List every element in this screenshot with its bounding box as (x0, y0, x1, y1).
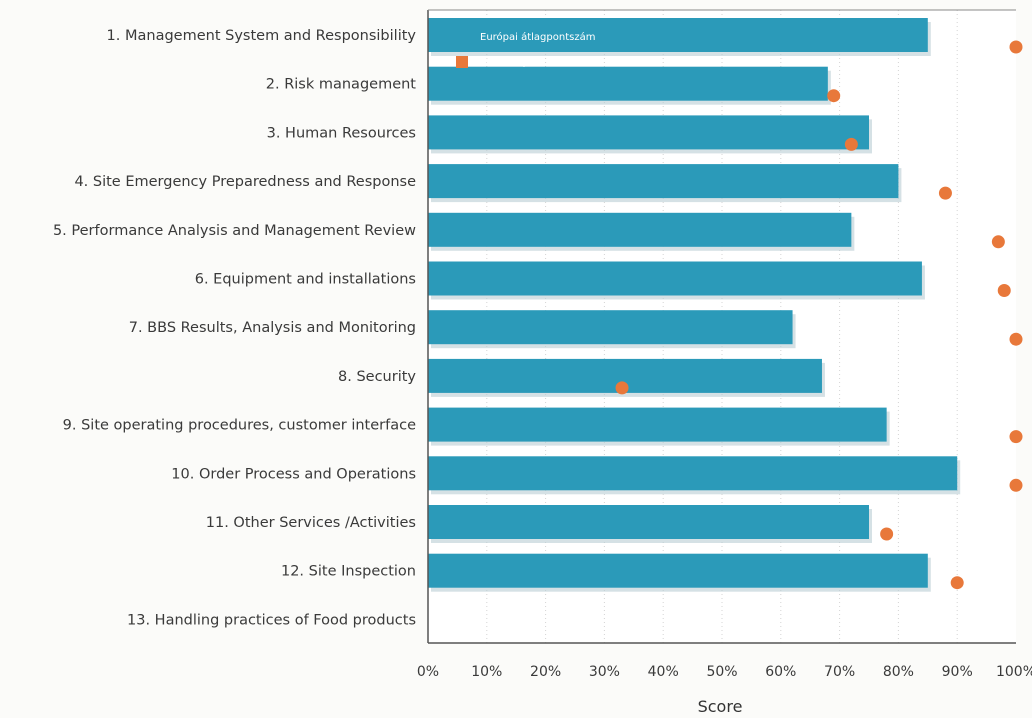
point-series (615, 40, 1023, 590)
bar (428, 553, 928, 588)
bar (428, 456, 958, 491)
bar (428, 310, 793, 345)
category-label: 6. Equipment and installations (195, 272, 416, 288)
bar (428, 115, 869, 150)
bar (428, 164, 899, 199)
category-label: 13. Handling practices of Food products (127, 612, 416, 628)
axes (427, 9, 1016, 644)
category-label: 11. Other Services /Activities (206, 515, 416, 531)
x-tick-label: 50% (706, 664, 737, 680)
x-tick-label: 80% (883, 664, 914, 680)
data-point (827, 89, 841, 103)
bar (428, 66, 828, 101)
category-label: 8. Security (338, 369, 416, 385)
legend-label-point: Vállalati pontszám (480, 56, 572, 68)
data-point (938, 186, 952, 200)
x-tick-label: 60% (765, 664, 796, 680)
data-point (880, 527, 894, 541)
bar-series (428, 18, 961, 592)
x-tick-label: 100% (996, 664, 1032, 680)
x-tick-label: 20% (530, 664, 561, 680)
x-tick-label: 0% (417, 664, 439, 680)
x-tick-label: 40% (648, 664, 679, 680)
category-label: 1. Management System and Responsibility (107, 28, 417, 44)
data-point (615, 381, 629, 395)
category-label: 5. Performance Analysis and Management R… (53, 223, 416, 239)
tick-labels: 0% 10% 20% 30% 40% 50% 60% 70% 80% 90% 100% (417, 664, 1032, 680)
data-point (1009, 430, 1023, 444)
category-label: 12. Site Inspection (281, 564, 416, 580)
bar (428, 212, 852, 247)
category-label: 7. BBS Results, Analysis and Monitoring (129, 320, 416, 336)
legend-swatch-bar (456, 30, 468, 42)
bar (428, 407, 887, 442)
x-tick-label: 90% (942, 664, 973, 680)
data-point (1009, 478, 1023, 492)
category-label: 3. Human Resources (267, 125, 416, 141)
data-point (844, 137, 858, 151)
bar (428, 261, 922, 296)
legend-label-bar: Európai átlagpontszám (480, 31, 595, 43)
category-label: 10. Order Process and Operations (171, 466, 416, 482)
x-tick-label: 10% (471, 664, 502, 680)
category-label: 2. Risk management (266, 77, 417, 93)
category-labels: 1. Management System and Responsibility 2… (53, 28, 416, 628)
bar (428, 18, 928, 52)
legend-swatch-point (456, 56, 468, 68)
legend: Európai átlagpontszám Vállalati pontszám (456, 30, 595, 68)
data-point (1009, 332, 1023, 346)
data-point (997, 284, 1011, 297)
x-tick-label: 70% (824, 664, 855, 680)
data-point (950, 576, 964, 590)
x-tick-label: 30% (589, 664, 620, 680)
data-point (991, 235, 1005, 249)
category-label: 9. Site operating procedures, customer i… (63, 418, 416, 434)
bar (428, 505, 869, 539)
category-label: 4. Site Emergency Preparedness and Respo… (74, 174, 416, 190)
data-point (1009, 40, 1023, 54)
x-axis-title: Score (698, 697, 743, 716)
